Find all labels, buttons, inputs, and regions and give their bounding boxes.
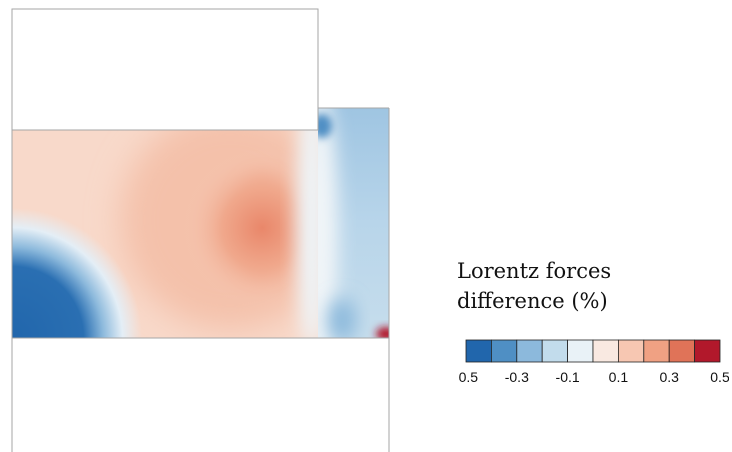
colorbar-band	[617, 339, 645, 363]
colorbar-band	[643, 339, 670, 363]
colorbar-band	[668, 339, 695, 363]
colorbar-tick-label: 0.3	[659, 369, 679, 385]
lorentz-force-map	[11, 8, 390, 452]
colorbar-ticks: -0.5 -0.3 -0.1 0.1 0.3 0.5	[459, 369, 729, 385]
colorbar-band	[465, 339, 492, 363]
colorbar-bands	[465, 339, 721, 363]
legend-title-line-1: Lorentz forces	[457, 259, 612, 283]
colorbar-tick-label: -0.1	[556, 369, 580, 385]
domain-outline	[11, 8, 390, 452]
colorbar-band	[567, 339, 594, 363]
legend-title-line-2: difference (%)	[457, 289, 608, 313]
colorbar-tick-label: 0.5	[710, 369, 729, 385]
colorbar-band	[541, 339, 568, 363]
colorbar-band	[592, 339, 619, 363]
main-field-region	[12, 130, 318, 338]
colorbar: -0.5 -0.3 -0.1 0.1 0.3 0.5	[459, 339, 729, 385]
colorbar-tick-label: 0.1	[609, 369, 629, 385]
right-field-region	[318, 108, 389, 338]
colorbar-tick-label: -0.3	[505, 369, 529, 385]
colorbar-tick-label: -0.5	[459, 369, 478, 385]
colorbar-band	[516, 339, 543, 363]
legend-title: Lorentz forces difference (%)	[457, 256, 727, 316]
colorbar-band	[491, 339, 518, 363]
colorbar-band	[694, 339, 721, 363]
